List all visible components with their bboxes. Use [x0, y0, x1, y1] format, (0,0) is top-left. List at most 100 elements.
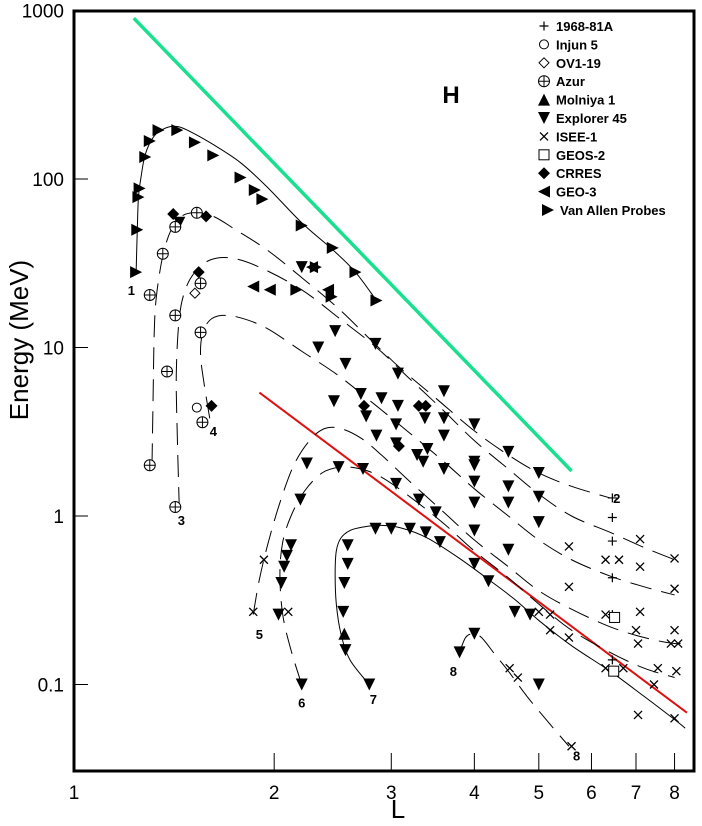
marker-triangle-right — [370, 294, 383, 307]
marker-cross — [567, 741, 577, 751]
circle-plus-cross — [169, 501, 181, 513]
marker-triangle-right — [188, 136, 201, 149]
marker-circle-plus — [190, 206, 203, 219]
marker-triangle-down — [275, 577, 288, 590]
marker-plus — [607, 493, 617, 503]
curve-label-1: 1 — [128, 283, 135, 298]
curve-7 — [334, 524, 686, 729]
marker-triangle-down — [468, 459, 481, 472]
marker-triangle-down — [468, 557, 481, 570]
marker-diamond — [358, 399, 371, 412]
marker-triangle-down — [417, 455, 430, 468]
marker-cross — [513, 673, 523, 682]
curve-label-8: 8 — [450, 664, 457, 679]
circle-plus-cross — [169, 309, 181, 321]
marker-triangle-down — [295, 678, 308, 691]
marker-triangle-right — [130, 266, 143, 279]
marker-triangle-down — [354, 387, 367, 400]
marker-triangle-up — [338, 627, 351, 640]
legend-entry: GEO-3 — [556, 185, 596, 200]
marker-triangle-down — [502, 496, 515, 509]
marker-triangle-right — [325, 290, 338, 303]
marker-cross — [614, 555, 624, 565]
marker-cross — [505, 663, 515, 673]
marker-triangle-down — [295, 261, 308, 274]
marker-triangle-right — [234, 171, 247, 184]
marker-triangle-down — [482, 575, 495, 588]
legend: 1968-81A Injun 5 OV1-19 Azur Molniya 1 Explor… — [538, 19, 666, 218]
marker-circle-plus — [194, 326, 207, 339]
marker-cross — [601, 555, 611, 565]
panel-label: H — [442, 82, 459, 109]
y-tick-label: 1 — [53, 507, 64, 528]
marker-triangle-down — [468, 496, 481, 509]
circle-plus-cross — [195, 277, 207, 289]
marker-triangle-down — [390, 418, 403, 431]
marker-triangle-down — [272, 608, 285, 621]
legend-marker-cross — [539, 131, 549, 141]
legend-marker-triangle-right — [542, 204, 554, 216]
marker-triangle-right — [133, 182, 146, 195]
curve-label-4: 4 — [210, 424, 218, 439]
marker-diamond-open — [189, 287, 201, 299]
marker-triangle-down — [418, 412, 431, 425]
marker-triangle-down — [532, 516, 545, 529]
marker-triangle-left — [306, 261, 319, 274]
marker-cross — [673, 639, 683, 649]
x-tick-label: 6 — [586, 783, 597, 804]
marker-plus — [607, 536, 617, 546]
marker-triangle-down — [385, 522, 398, 535]
marker-triangle-right — [171, 124, 184, 137]
x-tick-label: 8 — [669, 783, 680, 804]
marker-cross — [671, 666, 681, 676]
legend-entry: Explorer 45 — [556, 111, 627, 126]
legend-entry: 1968-81A — [556, 19, 614, 34]
marker-triangle-left — [322, 283, 335, 296]
marker-circle-plus — [161, 365, 174, 378]
marker-triangle-right — [290, 283, 303, 296]
marker-cross — [635, 607, 645, 617]
y-tick-label: 1000 — [22, 2, 64, 23]
legend-entry: Azur — [556, 74, 585, 89]
marker-cross — [670, 584, 680, 594]
marker-triangle-down — [421, 442, 434, 455]
marker-triangle-down — [356, 463, 369, 476]
marker-cross — [670, 553, 680, 563]
legend-entry: Molniya 1 — [556, 93, 615, 108]
x-tick-label: 2 — [269, 783, 280, 804]
marker-diamond — [419, 399, 432, 412]
circle-plus-cross — [144, 459, 156, 471]
marker-triangle-down — [312, 341, 325, 354]
legend-marker-plus — [539, 21, 549, 31]
marker-diamond — [192, 266, 205, 279]
marker-triangle-right — [152, 124, 165, 137]
marker-triangle-down — [339, 644, 352, 657]
marker-triangle-down — [327, 395, 340, 408]
marker-cross — [666, 639, 676, 649]
red-line — [258, 391, 688, 714]
marker-triangle-right — [326, 241, 339, 254]
marker-square-open — [609, 611, 621, 623]
tick-labels: 1 2 3 4 5 6 7 8 0.1 1 10 100 1000 — [22, 2, 680, 805]
curve-label-6: 6 — [298, 696, 305, 711]
curve-8 — [459, 633, 570, 747]
y-tick-label: 0.1 — [38, 676, 64, 697]
marker-diamond — [167, 207, 180, 220]
marker-triangle-down — [337, 605, 350, 618]
marker-triangle-down — [294, 493, 307, 506]
x-tick-label: 3 — [386, 783, 397, 804]
marker-diamond — [392, 440, 405, 453]
marker-circle-plus — [143, 459, 156, 472]
marker-triangle-down — [280, 549, 293, 562]
marker-triangle-right — [132, 191, 145, 204]
legend-entry: ISEE-1 — [556, 129, 597, 144]
circle-plus-cross — [169, 221, 181, 233]
marker-cross — [618, 663, 628, 673]
marker-triangle-down — [437, 385, 450, 398]
curve-6 — [279, 466, 675, 685]
legend-marker-circle-plus — [538, 75, 550, 88]
marker-cross — [653, 663, 663, 673]
marker-triangle-down — [341, 557, 354, 570]
marker-triangle-down — [433, 536, 446, 549]
marker-triangle-down — [468, 627, 481, 640]
